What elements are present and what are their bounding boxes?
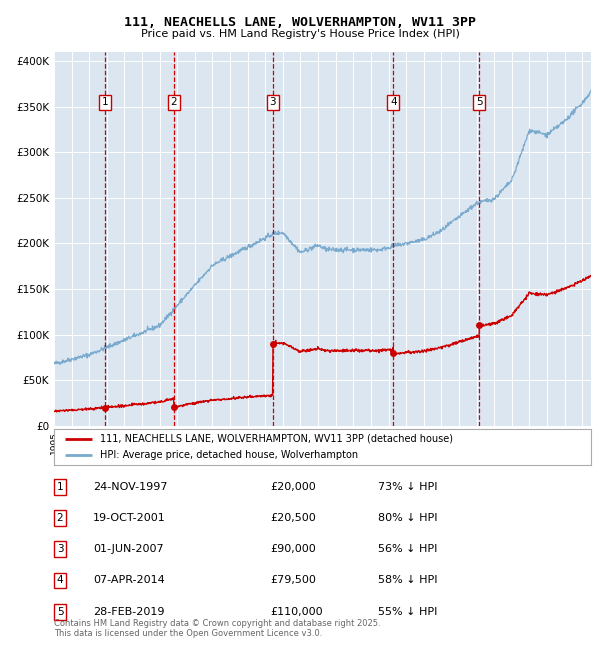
Text: 24-NOV-1997: 24-NOV-1997 [93,482,167,492]
Text: 07-APR-2014: 07-APR-2014 [93,575,165,586]
Text: 28-FEB-2019: 28-FEB-2019 [93,606,164,617]
Text: £20,500: £20,500 [270,513,316,523]
Text: 5: 5 [476,97,482,107]
Text: 111, NEACHELLS LANE, WOLVERHAMPTON, WV11 3PP (detached house): 111, NEACHELLS LANE, WOLVERHAMPTON, WV11… [100,434,452,444]
Text: HPI: Average price, detached house, Wolverhampton: HPI: Average price, detached house, Wolv… [100,450,358,460]
Text: Price paid vs. HM Land Registry's House Price Index (HPI): Price paid vs. HM Land Registry's House … [140,29,460,39]
Text: 58% ↓ HPI: 58% ↓ HPI [378,575,437,586]
Text: £90,000: £90,000 [270,544,316,554]
Text: 73% ↓ HPI: 73% ↓ HPI [378,482,437,492]
Text: 1: 1 [56,482,64,492]
Text: 1: 1 [102,97,109,107]
Text: 2: 2 [170,97,177,107]
Text: 3: 3 [269,97,276,107]
Text: 5: 5 [56,606,64,617]
Text: 4: 4 [56,575,64,586]
Text: 01-JUN-2007: 01-JUN-2007 [93,544,164,554]
Text: £110,000: £110,000 [270,606,323,617]
Text: £79,500: £79,500 [270,575,316,586]
Text: 2: 2 [56,513,64,523]
Text: 55% ↓ HPI: 55% ↓ HPI [378,606,437,617]
Text: 3: 3 [56,544,64,554]
Text: 19-OCT-2001: 19-OCT-2001 [93,513,166,523]
Text: £20,000: £20,000 [270,482,316,492]
Text: 56% ↓ HPI: 56% ↓ HPI [378,544,437,554]
Text: 111, NEACHELLS LANE, WOLVERHAMPTON, WV11 3PP: 111, NEACHELLS LANE, WOLVERHAMPTON, WV11… [124,16,476,29]
Text: 4: 4 [390,97,397,107]
Text: 80% ↓ HPI: 80% ↓ HPI [378,513,437,523]
Text: Contains HM Land Registry data © Crown copyright and database right 2025.
This d: Contains HM Land Registry data © Crown c… [54,619,380,638]
